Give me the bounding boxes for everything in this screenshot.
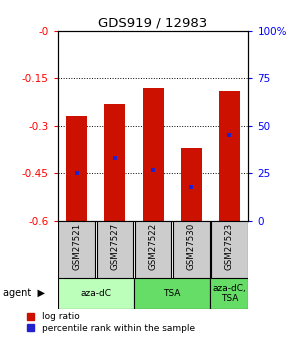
Bar <box>135 221 171 278</box>
Title: GDS919 / 12983: GDS919 / 12983 <box>98 17 208 30</box>
Bar <box>173 221 209 278</box>
Text: GSM27523: GSM27523 <box>225 223 234 270</box>
Bar <box>211 221 248 278</box>
Bar <box>219 91 240 221</box>
Bar <box>58 221 95 278</box>
Text: agent  ▶: agent ▶ <box>3 288 45 298</box>
Bar <box>58 278 134 309</box>
Bar <box>181 148 202 221</box>
Bar <box>66 117 87 221</box>
Legend: log ratio, percentile rank within the sample: log ratio, percentile rank within the sa… <box>27 312 195 333</box>
Text: aza-dC,
TSA: aza-dC, TSA <box>212 284 246 303</box>
Text: GSM27521: GSM27521 <box>72 223 81 270</box>
Bar <box>97 221 133 278</box>
Bar <box>142 88 164 221</box>
Bar <box>134 278 210 309</box>
Text: GSM27527: GSM27527 <box>110 223 119 270</box>
Text: GSM27522: GSM27522 <box>148 223 158 270</box>
Text: GSM27530: GSM27530 <box>187 223 196 270</box>
Bar <box>210 278 248 309</box>
Text: TSA: TSA <box>163 289 181 298</box>
Bar <box>104 104 125 221</box>
Text: aza-dC: aza-dC <box>80 289 111 298</box>
